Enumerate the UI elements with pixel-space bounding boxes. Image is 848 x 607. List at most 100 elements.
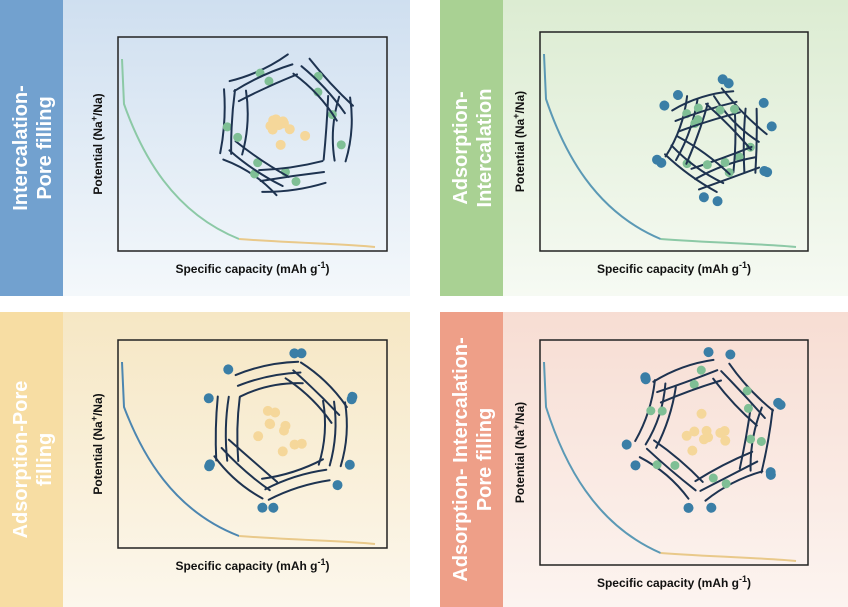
y-axis-label: Potential (Na+/Na) xyxy=(511,91,527,192)
carbon-layers xyxy=(630,439,704,513)
carbon-layer xyxy=(664,153,718,193)
capacity-curve-tail xyxy=(238,238,376,248)
intercalated-ion xyxy=(743,403,753,413)
pore-ion xyxy=(681,430,692,441)
pore-ion xyxy=(689,426,700,437)
side-label-line: Adsorption- xyxy=(450,91,472,204)
pore-ion xyxy=(268,115,279,126)
carbon-layer xyxy=(697,166,761,191)
adsorbed-ion xyxy=(223,364,234,375)
carbon-layers xyxy=(292,57,354,122)
pore-ion xyxy=(289,439,300,450)
carbon-layer xyxy=(213,455,264,500)
carbon-layer xyxy=(236,371,302,387)
carbon-layers xyxy=(659,78,741,133)
side-bar xyxy=(440,0,503,296)
adsorbed-ion xyxy=(332,480,343,491)
adsorbed-ion xyxy=(683,502,694,513)
intercalated-ion xyxy=(729,104,739,114)
y-axis-label-part: /Na) xyxy=(91,393,105,416)
carbon-layers xyxy=(258,160,327,193)
x-axis-label: Specific capacity (mAh g-1) xyxy=(175,557,329,573)
x-axis-label-part: ) xyxy=(326,262,330,276)
adsorbed-ion xyxy=(630,460,641,471)
carbon-layer xyxy=(720,370,766,419)
intercalated-ion xyxy=(721,479,731,489)
pore-ion xyxy=(278,116,289,127)
x-axis-label-part: Specific capacity (mAh g xyxy=(597,576,739,590)
capacity-curve-tail xyxy=(660,238,797,248)
intercalated-ion xyxy=(693,103,703,113)
x-axis-label-part: -1 xyxy=(739,260,747,270)
carbon-layer xyxy=(264,468,328,491)
intercalated-ion xyxy=(646,406,656,416)
carbon-layers xyxy=(656,135,731,207)
carbon-layer xyxy=(300,65,346,115)
carbon-layer xyxy=(237,73,298,103)
pore-ion xyxy=(300,130,311,141)
capacity-curve xyxy=(121,58,240,240)
pore-ion xyxy=(262,405,273,416)
side-label-line: Pore filling xyxy=(34,96,56,199)
plot-frame xyxy=(539,339,809,566)
adsorbed-ion xyxy=(773,397,784,408)
y-axis-label: Potential (Na+/Na) xyxy=(89,93,105,194)
y-axis-label-part: + xyxy=(511,425,521,430)
intercalated-ion xyxy=(720,157,730,167)
intercalated-ion xyxy=(291,177,301,187)
side-bar xyxy=(0,0,63,296)
carbon-layer xyxy=(234,140,290,178)
carbon-layer xyxy=(219,88,226,155)
adsorbed-ion xyxy=(296,348,307,359)
carbon-layer xyxy=(292,369,341,416)
x-axis-label-part: ) xyxy=(747,262,751,276)
adsorbed-ion xyxy=(706,502,717,513)
carbon-layer xyxy=(328,400,337,467)
pore-ion xyxy=(696,408,707,419)
carbon-layer xyxy=(677,111,741,133)
pore-ion xyxy=(703,432,714,443)
x-axis-label-part: -1 xyxy=(318,557,326,567)
carbon-layer xyxy=(224,395,230,462)
intercalated-ion xyxy=(657,406,667,416)
carbon-layer xyxy=(239,382,304,398)
adsorbed-ion xyxy=(725,349,736,360)
plot-frame xyxy=(117,339,388,549)
carbon-layer xyxy=(712,377,758,427)
side-label: Adsorption- Intercalation xyxy=(450,89,496,208)
intercalated-ion xyxy=(336,140,346,150)
carbon-layer xyxy=(236,396,241,463)
side-bar xyxy=(440,312,503,607)
carbon-layers xyxy=(317,391,358,470)
panel-background xyxy=(63,0,410,296)
adsorbed-ion xyxy=(766,121,777,132)
x-axis-label-part: ) xyxy=(747,576,751,590)
y-axis-label-part: + xyxy=(511,114,521,119)
carbon-layers xyxy=(712,349,784,427)
carbon-layer xyxy=(699,460,759,492)
side-label-line: Pore filling xyxy=(474,408,496,511)
y-axis-label: Potential (Na+/Na) xyxy=(511,402,527,503)
x-axis-label-part: -1 xyxy=(739,574,747,584)
side-label-line: Intercalation- xyxy=(10,85,32,211)
intercalated-ion xyxy=(689,379,699,389)
carbon-layers xyxy=(694,450,776,513)
carbon-layer xyxy=(670,144,725,185)
y-axis-label-part: + xyxy=(89,116,99,121)
y-axis-label-part: /Na) xyxy=(91,93,105,116)
adsorbed-ion xyxy=(703,347,714,358)
carbon-layer xyxy=(655,385,677,449)
carbon-layer xyxy=(674,100,738,122)
side-label-line: Adsorption-Pore xyxy=(10,381,32,539)
carbon-layer xyxy=(713,95,760,143)
capacity-curve xyxy=(121,361,240,537)
carbon-layers xyxy=(640,347,723,404)
carbon-layer xyxy=(720,87,768,136)
adsorbed-ion xyxy=(712,196,723,207)
pore-ion xyxy=(275,139,286,150)
intercalated-ion xyxy=(233,132,243,142)
x-axis-label-part: Specific capacity (mAh g xyxy=(175,559,317,573)
carbon-layers xyxy=(203,393,241,472)
intercalated-ion xyxy=(696,365,706,375)
